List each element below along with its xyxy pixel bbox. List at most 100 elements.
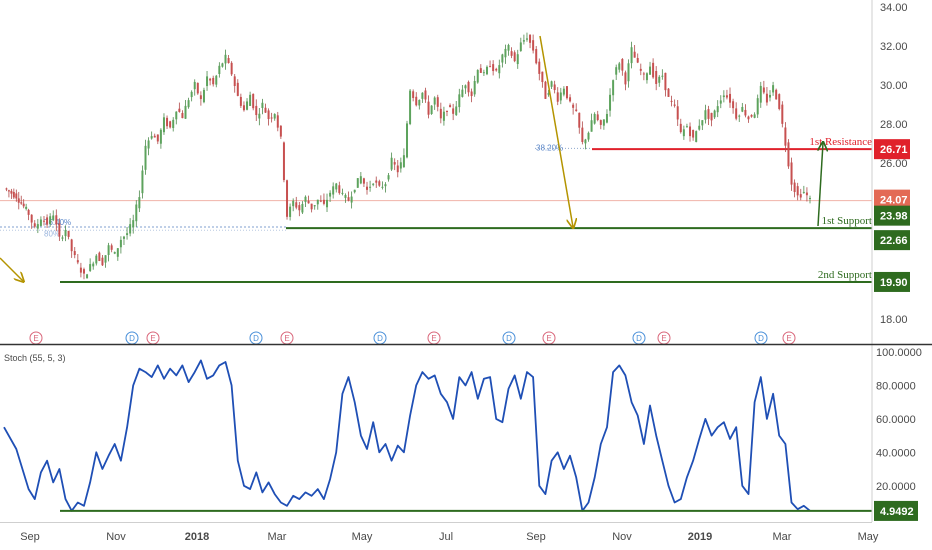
price-tick-label: 28.00 xyxy=(880,119,908,131)
candle-body xyxy=(532,40,535,51)
candle-body xyxy=(750,114,753,117)
candle-body xyxy=(202,89,205,103)
candle-body xyxy=(624,72,627,85)
candle-body xyxy=(169,121,172,128)
candle-body xyxy=(224,54,227,64)
candle-body xyxy=(55,215,58,225)
candle-body xyxy=(642,73,645,75)
candle-body xyxy=(27,209,30,215)
candle-body xyxy=(246,101,249,110)
candle-body xyxy=(461,89,464,97)
candle-body xyxy=(719,100,722,104)
price-tick-label: 26.00 xyxy=(880,158,908,170)
resistance-price-badge-text: 26.71 xyxy=(880,144,908,156)
candle-body xyxy=(10,190,13,194)
candle-body xyxy=(538,61,541,74)
candle-body xyxy=(492,64,495,72)
candle-body xyxy=(799,194,802,198)
candle-body xyxy=(178,108,181,112)
support-resistance-levels: 76.40% 80% 38.20% 1st Resistance 1st Support… xyxy=(0,136,872,283)
candle-body xyxy=(421,92,424,99)
candle-body xyxy=(655,71,658,84)
candle-body xyxy=(166,117,169,127)
dividend-marker-label: D xyxy=(377,334,383,343)
candle-body xyxy=(362,178,365,184)
stoch-value-badge xyxy=(874,500,918,521)
candle-body xyxy=(359,176,362,184)
candle-body xyxy=(175,111,178,120)
candle-body xyxy=(239,96,242,106)
earnings-marker-label: E xyxy=(546,334,551,343)
fib-label: 80% xyxy=(44,229,60,238)
candle-body xyxy=(636,57,639,63)
candle-body xyxy=(559,92,562,101)
candle-body xyxy=(756,98,759,115)
candle-body xyxy=(415,96,418,106)
support-price-badge xyxy=(874,205,910,226)
candle-body xyxy=(12,191,15,198)
candle-body xyxy=(753,114,756,118)
candle-body xyxy=(762,87,765,93)
time-tick-label: Sep xyxy=(20,531,40,543)
candle-body xyxy=(150,136,153,139)
candle-body xyxy=(147,140,150,149)
candle-body xyxy=(553,84,556,91)
candle-body xyxy=(393,162,396,165)
candle-body xyxy=(22,203,25,207)
candle-body xyxy=(701,120,704,126)
time-tick-label: Nov xyxy=(106,531,126,543)
candle-body xyxy=(212,77,215,85)
candle-body xyxy=(572,104,575,108)
candle-body xyxy=(562,88,565,95)
candle-body xyxy=(313,205,316,207)
candle-body xyxy=(39,219,42,226)
candle-body xyxy=(187,100,190,108)
candle-body xyxy=(36,224,39,229)
candle-body xyxy=(458,94,461,108)
first-support-price-badge-text: 22.66 xyxy=(880,235,908,247)
second-support-label: 2nd Support xyxy=(818,269,872,281)
candle-body xyxy=(42,220,45,222)
earnings-marker-label: E xyxy=(661,334,666,343)
candle-body xyxy=(498,65,501,74)
candle-body xyxy=(5,188,8,190)
candle-body xyxy=(449,105,452,108)
candle-body xyxy=(156,134,159,142)
candle-body xyxy=(304,196,307,203)
candle-body xyxy=(424,90,427,100)
candle-body xyxy=(270,117,273,119)
candle-body xyxy=(507,45,510,51)
candle-body xyxy=(793,182,796,193)
candle-body xyxy=(110,245,113,250)
time-tick-label: Mar xyxy=(268,531,287,543)
candle-body xyxy=(433,97,436,105)
candle-body xyxy=(445,110,448,112)
candle-body xyxy=(162,117,165,133)
candle-body xyxy=(689,126,692,137)
candle-body xyxy=(20,202,23,204)
candle-body xyxy=(276,115,279,128)
candle-body xyxy=(319,200,322,202)
candle-body xyxy=(412,91,415,98)
candle-body xyxy=(279,125,282,137)
candle-body xyxy=(775,89,778,100)
first-support-price-badge xyxy=(874,230,910,251)
candle-body xyxy=(627,63,630,82)
candle-body xyxy=(707,109,710,119)
candle-body xyxy=(230,62,233,75)
candle-body xyxy=(378,181,381,186)
candle-body xyxy=(209,78,212,81)
candle-body xyxy=(593,113,596,124)
candle-body xyxy=(790,162,793,185)
candle-body xyxy=(409,90,412,124)
candle-body xyxy=(729,93,732,103)
time-tick-label: May xyxy=(352,531,373,543)
candle-body xyxy=(76,260,79,263)
stoch-tick-label: 20.0000 xyxy=(876,481,916,493)
candle-body xyxy=(338,185,341,194)
candle-body xyxy=(670,100,673,102)
candle-body xyxy=(193,81,196,90)
candle-body xyxy=(249,94,252,106)
candle-body xyxy=(89,264,92,271)
